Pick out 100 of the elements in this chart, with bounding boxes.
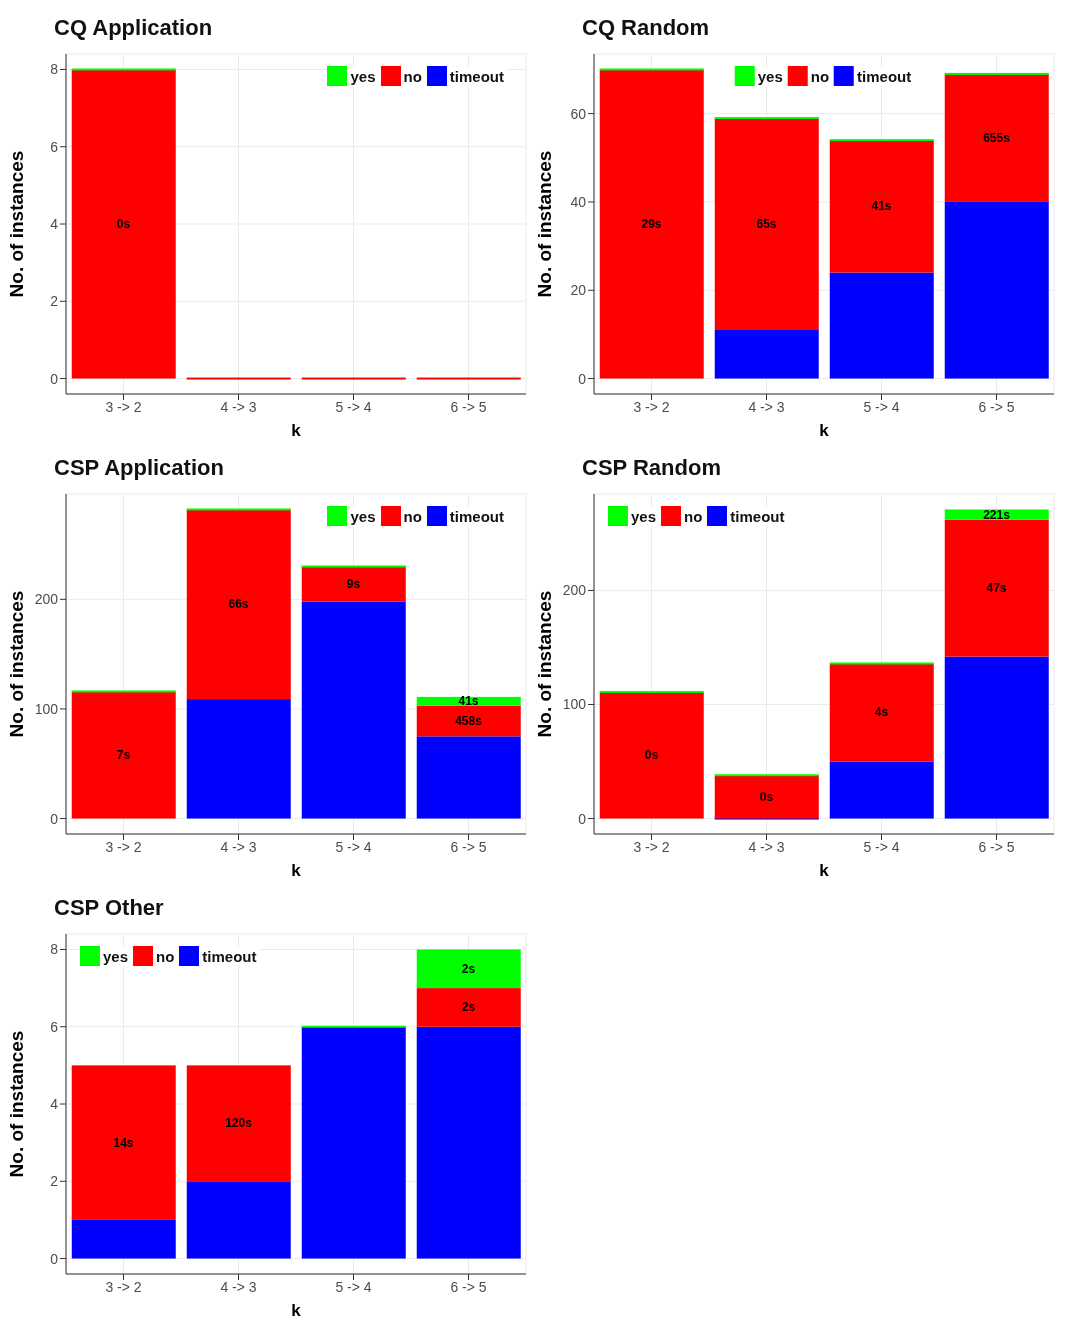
legend-label: yes: [350, 507, 376, 525]
x-tick-label: 4 -> 3: [220, 398, 257, 415]
legend-label: timeout: [449, 507, 504, 525]
bar: [714, 118, 819, 330]
legend-label: timeout: [202, 947, 257, 965]
y-tick-label: 6: [50, 138, 59, 155]
y-tick-label: 0: [50, 810, 59, 827]
bar: [714, 774, 819, 777]
bar: [186, 508, 291, 511]
annotation: 65s: [756, 217, 777, 231]
chart-title: CSP Other: [53, 894, 165, 922]
bar: [71, 1065, 176, 1220]
x-tick-label: 5 -> 4: [335, 838, 372, 855]
y-tick-label: 0: [578, 370, 587, 387]
annotation: 458s: [455, 714, 483, 728]
annotation: 221s: [983, 507, 1011, 522]
x-tick-label: 5 -> 4: [863, 398, 900, 415]
x-tick-label: 5 -> 4: [335, 1278, 372, 1295]
x-tick-label: 3 -> 2: [105, 1278, 142, 1295]
y-axis-title: No. of instances: [5, 1030, 27, 1178]
bar: [599, 690, 704, 693]
y-axis-title: No. of instances: [5, 150, 27, 298]
bar: [71, 1219, 176, 1259]
y-tick-label: 100: [562, 696, 587, 713]
bar: [714, 117, 819, 120]
y-tick-label: 200: [34, 591, 59, 608]
annotation: 0s: [759, 789, 774, 804]
bar: [416, 949, 521, 989]
bar: [714, 775, 819, 819]
x-tick-label: 6 -> 5: [450, 1278, 487, 1295]
bar: [301, 566, 406, 602]
bar: [599, 691, 704, 819]
legend-label: yes: [757, 67, 783, 85]
bar: [829, 663, 934, 762]
y-tick-label: 4: [50, 1095, 59, 1112]
bar: [301, 565, 406, 568]
bar: [829, 662, 934, 665]
x-tick-label: 3 -> 2: [633, 838, 670, 855]
legend-label: yes: [631, 507, 657, 525]
annotation: 0s: [644, 748, 659, 763]
annotation: 41s: [871, 199, 892, 214]
annotation: 29s: [641, 217, 662, 231]
bar: [301, 1026, 406, 1259]
y-tick-label: 0: [578, 810, 587, 827]
legend-label: no: [156, 947, 175, 965]
legend-label: no: [810, 67, 830, 85]
y-axis-title: No. of instances: [533, 150, 555, 298]
legend-label: timeout: [730, 507, 785, 525]
y-tick-label: 6: [50, 1018, 59, 1035]
chart-title: CSP Random: [581, 454, 722, 482]
bar: [829, 272, 934, 379]
bar: [186, 1181, 291, 1259]
y-tick-label: 8: [50, 941, 59, 958]
annotation: 41s: [458, 694, 479, 709]
x-tick-label: 6 -> 5: [450, 838, 487, 855]
x-tick-label: 4 -> 3: [220, 838, 257, 855]
annotation: 2s: [461, 961, 476, 976]
y-tick-label: 0: [50, 1250, 59, 1267]
bar: [301, 601, 406, 819]
y-tick-label: 0: [50, 370, 59, 387]
x-tick-label: 4 -> 3: [748, 398, 785, 415]
y-tick-label: 40: [570, 193, 587, 210]
y-tick-label: 8: [50, 61, 59, 78]
annotation: 47s: [986, 581, 1007, 596]
bar: [829, 139, 934, 142]
chart-title: CQ Random: [581, 14, 711, 42]
bar: [416, 1026, 521, 1259]
y-tick-label: 100: [34, 700, 59, 717]
y-tick-label: 4: [50, 215, 59, 232]
bar: [186, 1065, 291, 1182]
bar: [186, 509, 291, 700]
y-axis-title: No. of instances: [5, 590, 27, 738]
bar: [416, 696, 521, 706]
y-tick-label: 200: [562, 582, 587, 599]
x-tick-label: 4 -> 3: [220, 1278, 257, 1295]
annotation: 655s: [983, 130, 1011, 145]
annotation: 2s: [461, 1000, 476, 1015]
x-tick-label: 6 -> 5: [978, 838, 1015, 855]
x-axis-title: k: [291, 1301, 302, 1320]
bar: [71, 691, 176, 819]
bar: [599, 68, 704, 71]
x-axis-title: k: [291, 861, 302, 880]
x-axis-title: k: [819, 861, 830, 880]
bar: [944, 509, 1049, 520]
x-tick-label: 6 -> 5: [450, 398, 487, 415]
bar: [71, 690, 176, 693]
legend-label: no: [403, 507, 422, 525]
bar: [599, 69, 704, 379]
legend-label: no: [684, 507, 703, 525]
bar: [829, 140, 934, 273]
x-tick-label: 4 -> 3: [748, 838, 785, 855]
annotation: 14s: [113, 1135, 134, 1150]
legend-label: timeout: [857, 67, 912, 85]
y-axis-title: No. of instances: [533, 590, 555, 738]
annotation: 4s: [874, 705, 889, 720]
bar: [416, 988, 521, 1027]
legend-label: no: [403, 67, 422, 85]
x-tick-label: 5 -> 4: [863, 838, 900, 855]
x-tick-label: 3 -> 2: [105, 838, 142, 855]
x-tick-label: 3 -> 2: [633, 398, 670, 415]
